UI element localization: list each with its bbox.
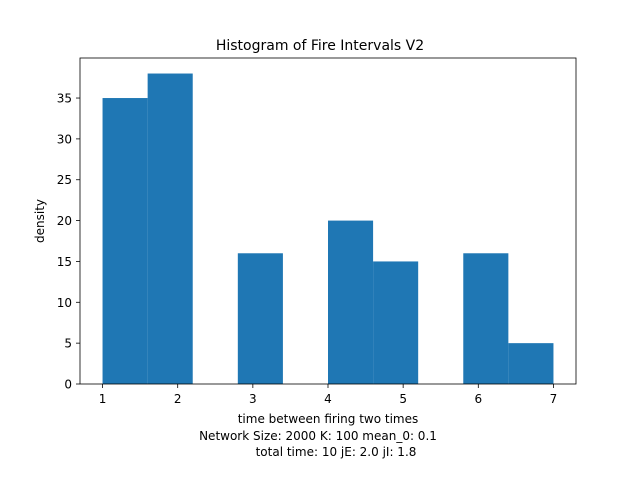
- y-ticks: 0 5 10 15 20 25 30 35: [57, 92, 80, 392]
- histogram-bar-1: [102, 98, 148, 384]
- histogram-bar-2: [147, 73, 193, 385]
- y-tick-label: 25: [57, 173, 72, 187]
- x-tick-label: 6: [474, 392, 482, 406]
- y-tick-label: 30: [57, 132, 72, 146]
- x-axis-label: time between firing two times: [238, 412, 419, 426]
- histogram-bar-9: [463, 253, 509, 384]
- chart-title: Histogram of Fire Intervals V2: [216, 38, 424, 54]
- x-tick-label: 2: [174, 392, 182, 406]
- x-tick-label: 7: [550, 392, 558, 406]
- y-tick-label: 15: [57, 255, 72, 269]
- x-tick-label: 1: [99, 392, 107, 406]
- y-tick-label: 35: [57, 92, 72, 106]
- histogram-bar-6: [328, 220, 374, 384]
- histogram-bar-7: [373, 261, 419, 384]
- y-axis-label: density: [33, 199, 47, 243]
- x-axis-info-line-2: total time: 10 jE: 2.0 jI: 1.8: [256, 445, 417, 459]
- histogram-bar-10: [508, 343, 554, 384]
- y-tick-label: 10: [57, 296, 72, 310]
- x-tick-label: 5: [399, 392, 407, 406]
- y-tick-label: 0: [64, 378, 72, 392]
- bars-group: [102, 73, 554, 385]
- x-ticks: 1 2 3 4 5 6 7: [99, 384, 558, 406]
- x-tick-label: 3: [249, 392, 257, 406]
- y-tick-label: 5: [64, 337, 72, 351]
- y-tick-label: 20: [57, 214, 72, 228]
- x-axis-info-line-1: Network Size: 2000 K: 100 mean_0: 0.1: [199, 429, 437, 443]
- x-tick-label: 4: [324, 392, 332, 406]
- histogram-bar-4: [237, 253, 283, 384]
